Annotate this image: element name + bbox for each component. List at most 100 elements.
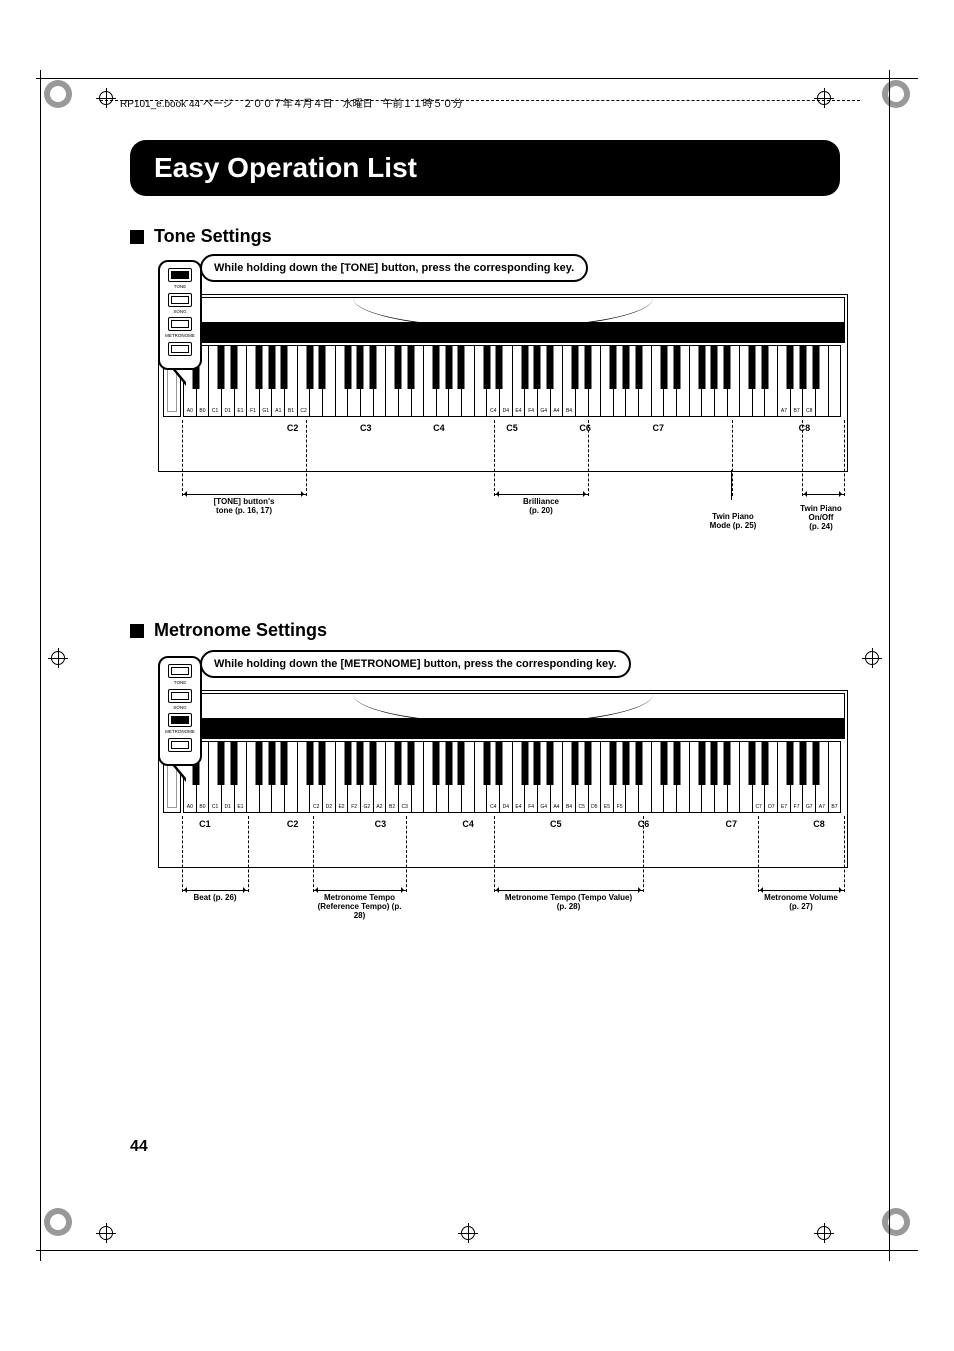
key-label: E4 [513,805,525,810]
dashed-line [732,420,733,496]
black-key [812,741,819,785]
key-label: D7 [765,805,777,810]
key-label: E1 [235,805,247,810]
range-label: Metronome Tempo (Tempo Value) (p. 28) [505,893,632,911]
dashed-line [494,420,495,496]
key-label: C1 [209,409,221,414]
tone-button-icon [168,664,192,678]
octave-label: C4 [446,819,490,833]
black-key [787,741,794,785]
black-key [749,741,756,785]
octave-row: C2C3C4C5C6C7C8 [183,423,841,437]
key-label: B7 [791,409,803,414]
key-label: G4 [538,409,550,414]
key-label: B2 [386,805,398,810]
key-label: D4 [500,805,512,810]
key-label: F7 [791,805,803,810]
keyboard: A0B0C1D1E1F1G1A1B1C2C4D4E4F4G4A4B4A7B7C8… [158,294,848,472]
key-label: G1 [260,409,272,414]
octave-label: C8 [768,423,841,437]
black-key [357,741,364,785]
octave-label: C2 [271,819,315,833]
black-key [395,741,402,785]
trim-line [889,70,890,1261]
black-key [698,345,705,389]
key-label: A0 [184,805,196,810]
black-key [217,741,224,785]
black-key [812,345,819,389]
black-key [635,345,642,389]
key-label: B0 [197,805,209,810]
dashed-line [248,816,249,892]
black-key [268,345,275,389]
octave-label: C5 [534,819,578,833]
octave-label: C4 [402,423,475,437]
range-tone-buttons: [TONE] button's tone (p. 16, 17) [182,494,306,515]
keys-row: A0B0C1D1E1F1G1A1B1C2C4D4E4F4G4A4B4A7B7C8 [183,345,841,417]
page: RP101_e.book 44 ページ ２００７年４月４日 水曜日 午前１１時５… [0,0,954,1351]
key-label: C2 [310,805,322,810]
reg-mark [96,88,116,108]
key-label: F2 [348,805,360,810]
btn-label: METRONOME [165,334,195,339]
black-key [762,741,769,785]
octave-label: C7 [622,423,695,437]
key-label: G7 [803,805,815,810]
black-key [534,741,541,785]
key-label: D1 [222,805,234,810]
black-key [458,345,465,389]
crop-mark-tr [882,80,910,108]
dashed-line [588,420,589,496]
key-label: B4 [563,409,575,414]
key-label: B1 [285,409,297,414]
range-tempo-value: Metronome Tempo (Tempo Value) (p. 28) [494,890,643,911]
black-key [407,345,414,389]
page-title: Easy Operation List [130,140,840,196]
dashed-line [494,816,495,892]
tone-callout-text: While holding down the [TONE] button, pr… [214,262,574,274]
key-label: D4 [500,409,512,414]
section-heading-metronome: Metronome Settings [130,620,327,641]
key-label: C4 [487,409,499,414]
octave-label [490,819,534,833]
black-key [673,345,680,389]
octave-label [402,819,446,833]
black-key [344,741,351,785]
pointer-line [731,470,732,500]
black-key [584,345,591,389]
black-key [660,741,667,785]
black-key [534,345,541,389]
metro-heading-text: Metronome Settings [154,620,327,641]
key-label: C1 [209,805,221,810]
key-label: A7 [778,409,790,414]
key-label: C5 [576,805,588,810]
key-label: E4 [513,409,525,414]
key-label: F4 [525,409,537,414]
black-key [572,741,579,785]
black-key [369,741,376,785]
black-key [572,345,579,389]
black-key [230,345,237,389]
black-key [724,741,731,785]
reg-mark [814,88,834,108]
btn-label: SONG [173,310,186,315]
black-key [483,345,490,389]
key-label: B4 [563,805,575,810]
range-label: Twin Piano On/Off (p. 24) [800,504,842,531]
control-panel-box: TONE SONG METRONOME [158,260,202,370]
black-key [281,345,288,389]
reg-mark [96,1223,116,1243]
black-key [635,741,642,785]
black-key [800,741,807,785]
black-key [407,741,414,785]
octave-label: C8 [797,819,841,833]
trim-line [36,78,918,79]
key-label: B0 [197,409,209,414]
black-key [673,741,680,785]
octave-label: C3 [358,819,402,833]
octave-row: C1C2C3C4C5C6C7C8 [183,819,841,833]
octave-label: C3 [329,423,402,437]
black-key [230,741,237,785]
key-label: C8 [803,409,815,414]
range-label: [TONE] button's tone (p. 16, 17) [214,497,275,515]
